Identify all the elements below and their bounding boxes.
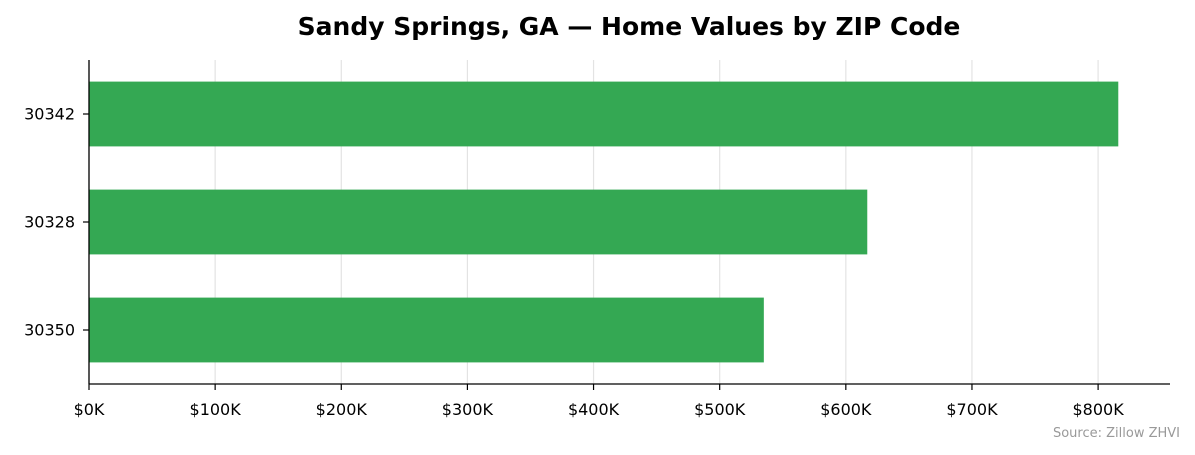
bar-30328 [89, 189, 868, 255]
x-tick-label-2: $200K [316, 400, 368, 419]
x-axis-ticks: $0K $100K $200K $300K $400K $500K $600K $700K $8… [74, 384, 1124, 419]
x-tick-label-0: $0K [74, 400, 105, 419]
x-tick-label-7: $700K [946, 400, 998, 419]
bar-30342 [89, 81, 1119, 147]
x-tick-label-5: $500K [694, 400, 746, 419]
x-tick-label-1: $100K [190, 400, 242, 419]
bars [89, 81, 1119, 363]
source-note: Source: Zillow ZHVI [1053, 426, 1180, 441]
y-axis-ticks: 30342 30328 30350 [24, 105, 89, 340]
bar-30350 [89, 297, 764, 363]
chart-title: Sandy Springs, GA — Home Values by ZIP C… [298, 12, 961, 41]
x-tick-label-3: $300K [442, 400, 494, 419]
x-tick-label-4: $400K [568, 400, 620, 419]
y-tick-label-30342: 30342 [24, 105, 75, 124]
x-tick-label-6: $600K [820, 400, 872, 419]
y-tick-label-30328: 30328 [24, 213, 75, 232]
y-tick-label-30350: 30350 [24, 321, 75, 340]
x-tick-label-8: $800K [1072, 400, 1124, 419]
